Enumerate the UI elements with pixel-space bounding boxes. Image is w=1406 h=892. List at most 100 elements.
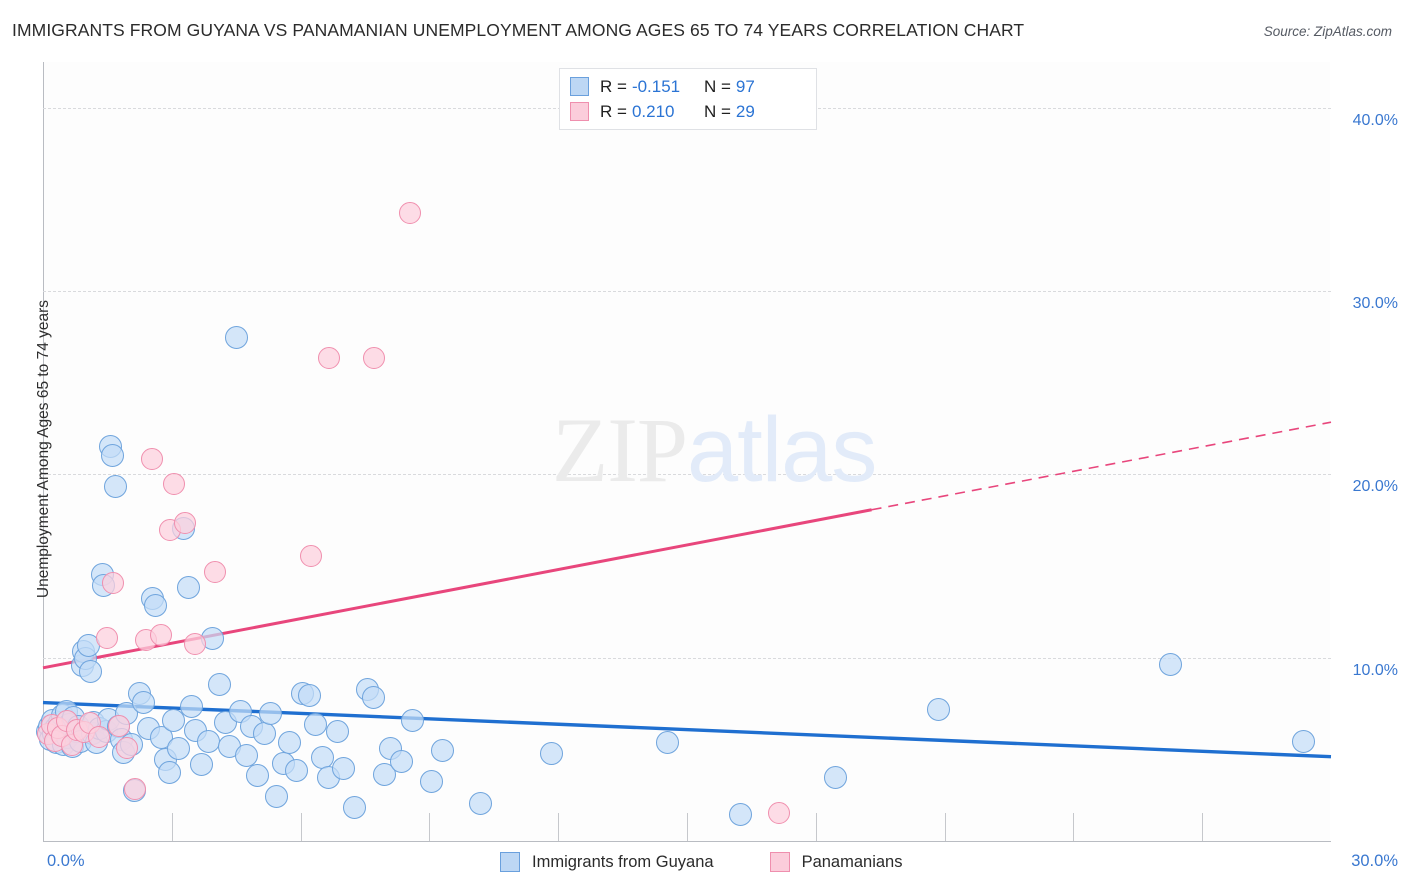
series-legend-label-guyana: Immigrants from Guyana <box>532 852 714 871</box>
scatter-point[interactable] <box>372 762 396 786</box>
scatter-point[interactable] <box>284 758 308 782</box>
x-axis-tick <box>171 813 173 841</box>
x-axis-tick <box>1202 813 1204 841</box>
scatter-point[interactable] <box>656 731 680 755</box>
y-axis-tick-label: 40.0% <box>1352 111 1398 129</box>
scatter-point[interactable] <box>108 715 131 738</box>
r-label-pink: R = <box>600 101 627 121</box>
correlation-legend: R = -0.151 N = 97 R = 0.210 N = 29 <box>559 68 817 130</box>
x-axis-label-min: 0.0% <box>47 852 85 870</box>
gridline <box>43 657 1331 659</box>
scatter-point[interactable] <box>224 326 248 350</box>
y-axis-title: Unemployment Among Ages 65 to 74 years <box>35 299 52 599</box>
scatter-point[interactable] <box>259 702 283 726</box>
scatter-point[interactable] <box>823 766 847 790</box>
y-axis-line <box>43 62 44 842</box>
scatter-point[interactable] <box>420 769 444 793</box>
scatter-point[interactable] <box>362 685 386 709</box>
scatter-point[interactable] <box>430 738 454 762</box>
n-label-pink: N = <box>703 101 731 121</box>
gridline <box>43 474 1331 476</box>
scatter-point[interactable] <box>362 347 385 370</box>
scatter-point[interactable] <box>304 713 328 737</box>
scatter-point[interactable] <box>540 742 564 766</box>
gridline <box>43 291 1331 293</box>
scatter-point[interactable] <box>325 720 349 744</box>
scatter-point[interactable] <box>179 694 203 718</box>
n-label-blue: N = <box>703 76 731 96</box>
scatter-point[interactable] <box>101 443 125 467</box>
x-axis-tick <box>300 813 302 841</box>
r-value-pink: 0.210 <box>631 101 675 121</box>
series-legend-item-guyana[interactable]: Immigrants from Guyana <box>500 852 714 872</box>
scatter-point[interactable] <box>235 744 259 768</box>
scatter-point[interactable] <box>768 801 791 824</box>
scatter-point[interactable] <box>166 736 190 760</box>
scatter-point[interactable] <box>124 777 147 800</box>
scatter-point[interactable] <box>78 659 102 683</box>
scatter-point[interactable] <box>115 737 138 760</box>
scatter-point[interactable] <box>389 749 413 773</box>
series-swatch-pink-icon <box>769 852 790 872</box>
x-axis-tick <box>815 813 817 841</box>
legend-swatch-pink-icon <box>570 102 589 121</box>
scatter-point[interactable] <box>173 511 196 534</box>
x-axis-line <box>43 841 1331 842</box>
series-legend-item-panamanians[interactable]: Panamanians <box>769 852 903 872</box>
series-legend-label-panamanians: Panamanians <box>801 852 903 871</box>
r-value-blue: -0.151 <box>631 76 681 96</box>
scatter-point[interactable] <box>729 802 753 826</box>
scatter-point[interactable] <box>300 544 323 567</box>
x-axis-tick <box>944 813 946 841</box>
y-axis-tick-label: 10.0% <box>1352 661 1398 679</box>
scatter-point[interactable] <box>104 474 128 498</box>
scatter-point[interactable] <box>162 473 185 496</box>
page-title: IMMIGRANTS FROM GUYANA VS PANAMANIAN UNE… <box>12 20 1025 40</box>
scatter-point[interactable] <box>342 795 366 819</box>
scatter-point[interactable] <box>297 683 321 707</box>
x-axis-tick <box>429 813 431 841</box>
x-axis-tick <box>1073 813 1075 841</box>
n-value-pink: 29 <box>735 101 755 121</box>
correlation-row-blue: R = -0.151 N = 97 <box>570 74 806 99</box>
scatter-point[interactable] <box>207 672 231 696</box>
r-label-blue: R = <box>600 76 627 96</box>
scatter-point[interactable] <box>278 731 302 755</box>
x-axis-tick <box>558 813 560 841</box>
y-axis-tick-label: 20.0% <box>1352 478 1398 496</box>
scatter-point[interactable] <box>399 202 422 225</box>
scatter-point[interactable] <box>190 753 214 777</box>
scatter-point[interactable] <box>265 784 289 808</box>
scatter-point[interactable] <box>101 572 124 595</box>
scatter-point[interactable] <box>143 593 167 617</box>
scatter-point[interactable] <box>95 627 118 650</box>
legend-swatch-blue-icon <box>570 77 589 96</box>
x-axis-label-max: 30.0% <box>1351 852 1398 870</box>
n-value-blue: 97 <box>735 76 755 96</box>
scatter-point[interactable] <box>926 698 950 722</box>
scatter-point[interactable] <box>184 632 207 655</box>
scatter-point[interactable] <box>332 757 356 781</box>
scatter-point[interactable] <box>1291 729 1315 753</box>
scatter-point[interactable] <box>141 447 164 470</box>
scatter-point[interactable] <box>317 347 340 370</box>
scatter-point[interactable] <box>158 760 182 784</box>
scatter-point[interactable] <box>176 575 200 599</box>
series-legend: Immigrants from Guyana Panamanians <box>500 852 958 872</box>
scatter-point[interactable] <box>400 709 424 733</box>
scatter-point[interactable] <box>1158 652 1182 676</box>
scatter-point[interactable] <box>132 691 156 715</box>
series-swatch-blue-icon <box>500 852 520 872</box>
scatter-point[interactable] <box>246 764 270 788</box>
y-axis-tick-label: 30.0% <box>1352 295 1398 313</box>
scatter-point[interactable] <box>162 709 186 733</box>
source-label: Source: ZipAtlas.com <box>1263 24 1392 39</box>
scatter-point[interactable] <box>196 729 220 753</box>
scatter-point[interactable] <box>87 726 110 749</box>
scatter-point[interactable] <box>150 623 173 646</box>
scatter-point[interactable] <box>203 561 226 584</box>
scatter-point[interactable] <box>252 722 276 746</box>
scatter-point[interactable] <box>469 791 493 815</box>
correlation-row-pink: R = 0.210 N = 29 <box>570 99 806 124</box>
